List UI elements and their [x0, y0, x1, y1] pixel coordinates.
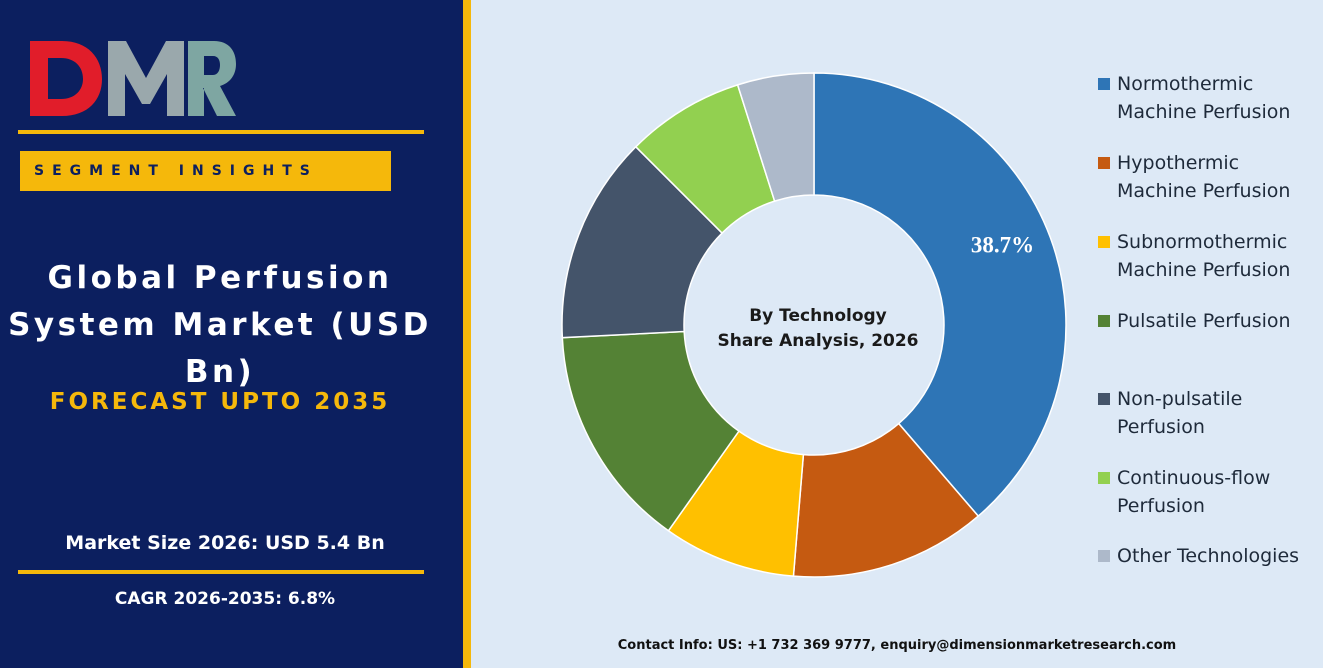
chart-legend: Normothermic Machine Perfusion Hypothermic…	[1098, 0, 1320, 620]
legend-label-line-1: Other Technologies	[1117, 545, 1300, 567]
segment-insights-label: SEGMENT INSIGHTS	[34, 163, 318, 179]
legend-swatch	[1098, 157, 1110, 169]
legend-label-line-2: Perfusion	[1117, 416, 1205, 438]
legend-label: Subnormothermic Machine Perfusion	[1117, 228, 1317, 284]
legend-swatch	[1098, 315, 1110, 327]
legend-label: Other Technologies	[1117, 542, 1317, 570]
top-divider-line	[18, 130, 424, 134]
donut-slice-7	[736, 72, 815, 203]
donut-chart: 38.7%	[561, 72, 1067, 578]
cagr-stat: CAGR 2026-2035: 6.8%	[114, 589, 336, 609]
donut-slice-1	[813, 72, 1067, 518]
contact-info: Contact Info: US: +1 732 369 9777, enqui…	[617, 638, 1177, 653]
title-line-1: Global Perfusion	[47, 260, 393, 296]
market-size-stat: Market Size 2026: USD 5.4 Bn	[65, 532, 385, 554]
panel-divider-stripe	[463, 0, 471, 668]
legend-swatch	[1098, 393, 1110, 405]
legend-label: Hypothermic Machine Perfusion	[1117, 149, 1317, 205]
center-label-line-2: Share Analysis, 2026	[717, 331, 919, 351]
legend-label-line-1: Non-pulsatile	[1117, 388, 1243, 410]
legend-label-line-2: Perfusion	[1117, 495, 1205, 517]
legend-swatch	[1098, 78, 1110, 90]
legend-label: Pulsatile Perfusion	[1117, 307, 1317, 335]
donut-center-label: By Technology Share Analysis, 2026	[700, 304, 936, 354]
legend-label-line-1: Normothermic	[1117, 73, 1254, 95]
legend-label-line-1: Subnormothermic	[1117, 231, 1288, 253]
title-line-2: System Market (USD	[8, 307, 432, 343]
legend-label-line-2: Machine Perfusion	[1117, 259, 1291, 281]
legend-label-line-2: Machine Perfusion	[1117, 101, 1291, 123]
legend-label-line-1: Continuous-flow	[1117, 467, 1271, 489]
donut-slice-2	[792, 422, 980, 578]
legend-swatch	[1098, 472, 1110, 484]
dmr-logo	[30, 41, 236, 116]
data-label-1: 38.7%	[971, 232, 1034, 257]
left-info-panel: SEGMENT INSIGHTS Global Perfusion System…	[0, 0, 463, 668]
legend-label-line-1: Pulsatile Perfusion	[1117, 310, 1291, 332]
title-line-3: Bn)	[184, 354, 256, 390]
legend-label: Continuous-flow Perfusion	[1117, 464, 1317, 520]
legend-swatch	[1098, 550, 1110, 562]
legend-swatch	[1098, 236, 1110, 248]
legend-label-line-1: Hypothermic	[1117, 152, 1240, 174]
bottom-divider-line	[18, 570, 424, 574]
center-label-line-1: By Technology	[749, 306, 887, 326]
legend-label-line-2: Machine Perfusion	[1117, 180, 1291, 202]
legend-label: Non-pulsatile Perfusion	[1117, 385, 1317, 441]
report-title: Global Perfusion System Market (USD Bn)	[0, 255, 440, 396]
segment-insights-banner: SEGMENT INSIGHTS	[20, 151, 391, 191]
donut-slice-4	[561, 330, 740, 532]
forecast-label: FORECAST UPTO 2035	[49, 389, 391, 415]
legend-label: Normothermic Machine Perfusion	[1117, 70, 1317, 126]
